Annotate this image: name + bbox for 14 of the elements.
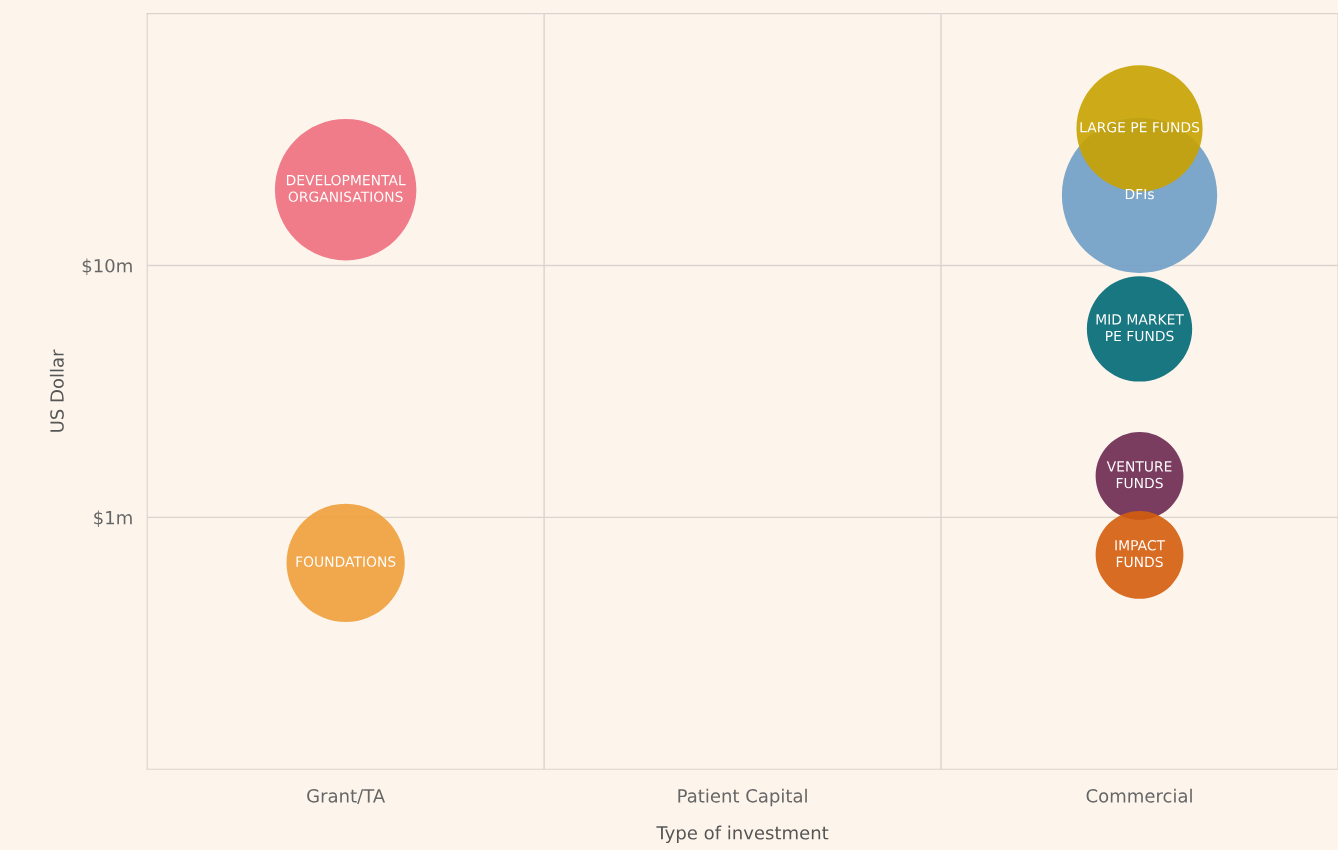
x-tick-label: Commercial	[1086, 788, 1192, 803]
series-label: FOUNDATIONS	[296, 556, 396, 567]
x-tick-label: Patient Capital	[678, 788, 807, 807]
y-tick-label: $10m	[82, 258, 132, 275]
series-label: LARGE PE FUNDS	[1080, 121, 1200, 133]
x-axis-title: Type of investment	[656, 825, 829, 844]
series-label: DFIs	[1125, 188, 1154, 200]
series-label: MID MARKET PE FUNDS	[1096, 314, 1184, 342]
series-label: IMPACT FUNDS	[1115, 540, 1166, 568]
series-label: DEVELOPMENTAL ORGANISATIONS	[286, 174, 406, 202]
y-axis-title: US Dollar	[49, 349, 64, 432]
x-tick-label: Grant/TA	[307, 789, 386, 805]
series-label: VENTURE FUNDS	[1106, 461, 1172, 489]
y-tick-label: $1m	[94, 510, 132, 527]
